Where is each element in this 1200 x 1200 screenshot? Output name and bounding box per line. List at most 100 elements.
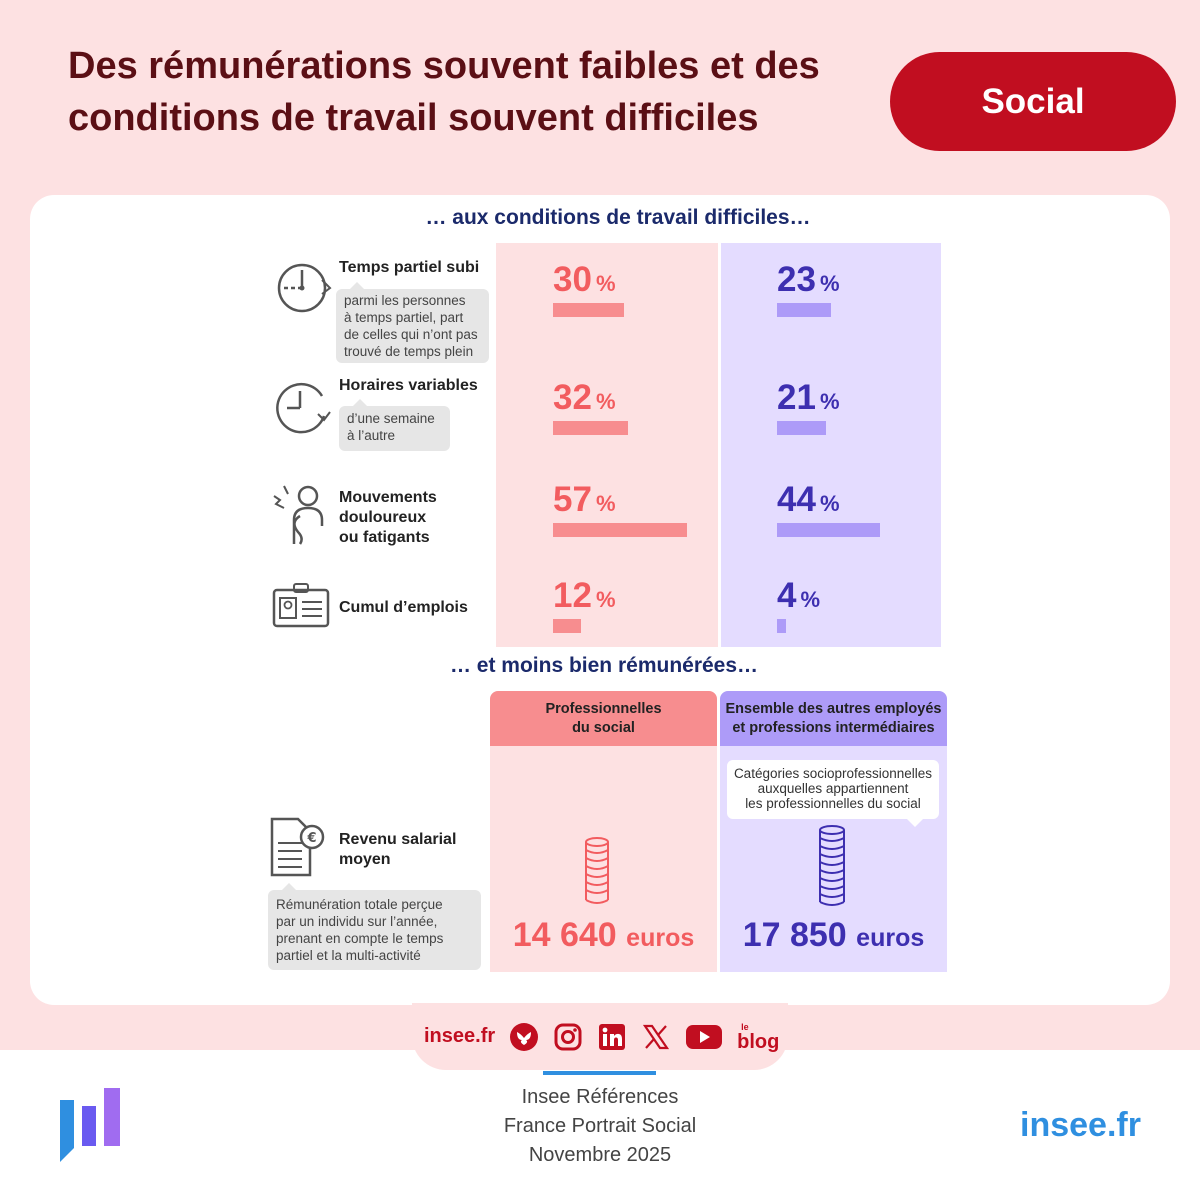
bar — [553, 303, 624, 317]
bar — [553, 421, 628, 435]
pct-unit: % — [595, 389, 616, 414]
divider-line — [543, 1071, 656, 1075]
pct-unit: % — [595, 587, 616, 612]
pct-value: 21 — [777, 378, 816, 417]
note-categories: Catégories socioprofessionnelles auxquel… — [727, 760, 939, 827]
note-revenu: Rémunération totale perçue par un indivi… — [268, 883, 481, 970]
id-card-icon — [272, 583, 330, 628]
ref-line: Novembre 2025 — [528, 1144, 672, 1166]
note-line: parmi les personnes — [344, 293, 466, 308]
pct-value: 44 — [777, 480, 816, 519]
clock-partial-icon — [277, 263, 332, 313]
income-unit: euros — [856, 924, 925, 952]
bar — [777, 421, 826, 435]
section-title-conditions: … aux conditions de travail difficiles… — [425, 206, 811, 229]
footer-site-link[interactable]: insee.fr — [1020, 1106, 1141, 1144]
pct-unit: % — [819, 491, 840, 516]
note-line: par un individu sur l’année, — [276, 914, 438, 929]
publication-reference: Insee Références France Portrait Social … — [400, 1083, 800, 1170]
pct-value: 32 — [553, 378, 592, 417]
header-professionnelles: Professionnelles du social — [490, 691, 717, 746]
ref-line: France Portrait Social — [503, 1115, 697, 1137]
x-icon[interactable] — [641, 1022, 671, 1052]
blog-small-label: le — [741, 1021, 749, 1032]
label-line: Mouvements — [339, 489, 437, 506]
note-line: trouvé de temps plein — [344, 344, 474, 359]
header-line: Professionnelles — [545, 700, 662, 717]
coin-stack-purple-icon — [819, 825, 845, 906]
section-title-remuneration: … et moins bien rémunérées… — [449, 654, 759, 677]
payslip-icon: € — [270, 817, 325, 877]
pct-unit: % — [595, 491, 616, 516]
social-site-link[interactable]: insee.fr — [424, 1025, 496, 1047]
note-line: d’une semaine — [347, 411, 435, 426]
income-unit: euros — [626, 924, 695, 952]
income-value: 17 850 — [742, 916, 847, 954]
pct-value: 30 — [553, 260, 592, 299]
pct-value: 57 — [553, 480, 592, 519]
note-line: Rémunération totale perçue — [276, 897, 443, 912]
note-line: de celles qui n’ont pas — [344, 327, 478, 342]
bar — [553, 619, 581, 633]
pct-value: 4 — [777, 576, 797, 615]
income-value: 14 640 — [512, 916, 617, 954]
header-line: et professions intermédiaires — [732, 719, 935, 736]
blog-label: blog — [737, 1030, 780, 1053]
row-label-temps-partiel: Temps partiel subi — [339, 259, 480, 276]
bar — [777, 619, 786, 633]
pct-unit: % — [800, 587, 821, 612]
pct-unit: % — [819, 271, 840, 296]
insee-logo-icon — [60, 1088, 120, 1162]
row-label-revenu: Revenu salarial moyen — [339, 830, 456, 870]
label-line: Revenu salarial — [339, 831, 457, 848]
pct-unit: % — [595, 271, 616, 296]
pct-label: 23% — [777, 262, 840, 302]
note-line: les professionnelles du social — [745, 796, 921, 811]
header-line: du social — [572, 719, 635, 736]
page-title: Des rémunérations souvent faibles et des… — [68, 40, 888, 144]
footer — [0, 1050, 1200, 1200]
pct-label: 4% — [777, 578, 820, 618]
note-temps-partiel: parmi les personnes à temps partiel, par… — [336, 282, 489, 363]
row-label-mouvements: Mouvements douloureux ou fatigants — [339, 488, 437, 548]
instagram-icon[interactable] — [553, 1022, 583, 1052]
title-line-1: Des rémunérations souvent faibles et des — [68, 45, 820, 87]
note-line: à l’autre — [347, 428, 396, 443]
note-line: Catégories socioprofessionnelles — [733, 766, 933, 781]
note-line: auxquelles appartiennent — [757, 781, 909, 796]
blog-icon[interactable]: le blog — [737, 1022, 781, 1052]
bar — [777, 303, 831, 317]
label-line: ou fatigants — [339, 529, 430, 546]
note-line: à temps partiel, part — [344, 310, 464, 325]
pct-label: 32% — [553, 380, 616, 420]
clock-variable-icon — [276, 382, 331, 434]
header-line: Ensemble des autres employés — [725, 700, 942, 717]
pct-label: 57% — [553, 482, 616, 522]
header-autres-employes: Ensemble des autres employés et professi… — [720, 691, 947, 746]
painful-movement-icon — [273, 485, 324, 545]
bluesky-icon[interactable] — [509, 1022, 539, 1052]
coin-stack-pink-icon — [585, 837, 609, 904]
youtube-icon[interactable] — [685, 1022, 723, 1052]
label-line: douloureux — [339, 509, 427, 526]
linkedin-icon[interactable] — [597, 1022, 627, 1052]
pct-label: 21% — [777, 380, 840, 420]
row-label-cumul: Cumul d’emplois — [339, 599, 468, 616]
pct-label: 30% — [553, 262, 616, 302]
income-professionnelles: 14 640 euros — [490, 915, 717, 958]
social-links-bar: insee.fr le blog — [412, 1003, 788, 1070]
pct-unit: % — [819, 389, 840, 414]
bar — [553, 523, 687, 537]
column-bg-others — [721, 243, 941, 647]
ref-line: Insee Références — [521, 1086, 679, 1108]
row-label-horaires: Horaires variables — [339, 377, 478, 394]
pct-label: 44% — [777, 482, 840, 522]
pct-value: 23 — [777, 260, 816, 299]
pct-label: 12% — [553, 578, 616, 618]
svg-text:€: € — [306, 831, 316, 846]
note-line: prenant en compte le temps — [276, 931, 444, 946]
pct-value: 12 — [553, 576, 592, 615]
note-horaires: d’une semaine à l’autre — [339, 399, 450, 451]
bar — [777, 523, 880, 537]
note-line: partiel et la multi-activité — [276, 948, 421, 963]
